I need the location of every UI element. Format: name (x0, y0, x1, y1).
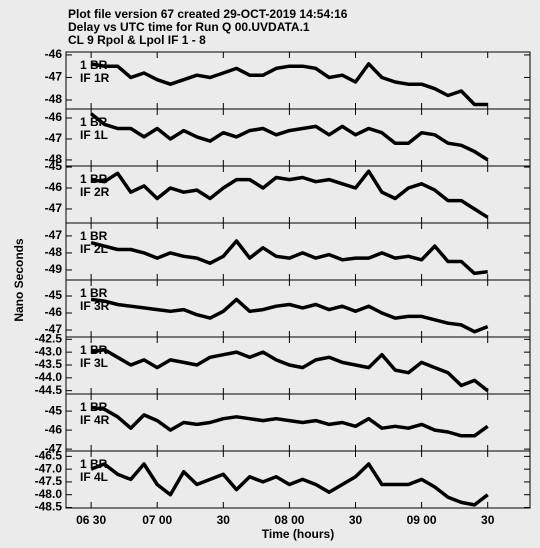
header-line: Plot file version 67 created 29-OCT-2019… (68, 7, 348, 21)
y-tick-label: -47 (45, 131, 63, 145)
y-tick-label: -44.5 (35, 383, 63, 397)
y-tick-label: -44.0 (35, 370, 63, 384)
data-line (90, 462, 489, 507)
header-line: CL 9 Rpol & Lpol IF 1 - 8 (68, 33, 206, 47)
x-tick-label: 30 (217, 513, 231, 527)
data-line (90, 112, 489, 162)
y-tick-label: -47 (45, 228, 63, 242)
y-tick-label: -43.5 (35, 357, 63, 371)
panel-label: IF 1R (80, 71, 110, 85)
panel-label: IF 1L (80, 128, 108, 142)
panel-frame (65, 165, 531, 224)
x-tick-label: 06 30 (76, 513, 106, 527)
y-tick-label: -46 (45, 47, 63, 61)
y-tick-label: -48.5 (35, 500, 63, 514)
y-tick-label: -47 (45, 322, 63, 336)
panel-station: 1 BR (80, 229, 108, 243)
data-line (90, 405, 489, 438)
panel-label: IF 3R (80, 299, 110, 313)
data-line (90, 62, 488, 107)
y-tick-label: -43.0 (35, 344, 63, 358)
y-tick-label: -47 (45, 70, 63, 84)
panel-label: IF 3L (80, 356, 108, 370)
y-tick-label: -45 (45, 403, 63, 417)
y-tick-label: -48 (45, 92, 63, 106)
x-tick-label: 08 00 (274, 513, 304, 527)
y-tick-label: -46 (45, 180, 63, 194)
y-tick-label: -47.5 (35, 474, 63, 488)
data-line (90, 239, 488, 276)
data-line (90, 347, 489, 393)
panel-label: IF 2R (80, 185, 110, 199)
panel-frame (65, 51, 531, 110)
panel-station: 1 BR (80, 286, 108, 300)
y-tick-label: -48 (45, 152, 63, 166)
panel-frame (65, 108, 531, 167)
data-line (90, 297, 489, 334)
y-tick-label: -42.5 (35, 331, 63, 345)
x-tick-label: 09 00 (407, 513, 437, 527)
y-tick-label: -48 (45, 245, 63, 259)
panel-station: 1 BR (80, 115, 108, 129)
y-tick-label: -46 (45, 422, 63, 436)
x-tick-label: 07 00 (142, 513, 172, 527)
y-tick-label: -47 (45, 441, 63, 455)
y-tick-label: -45 (45, 288, 63, 302)
y-tick-label: -47.0 (35, 461, 63, 475)
y-tick-label: -45 (45, 159, 63, 173)
panel-frame (65, 450, 531, 509)
y-tick-label: -49 (45, 262, 63, 276)
x-axis-label: Time (hours) (262, 527, 334, 541)
y-tick-label: -48.0 (35, 487, 63, 501)
y-tick-label: -46 (45, 110, 63, 124)
y-tick-label: -46 (45, 305, 63, 319)
panel-label: IF 4R (80, 413, 110, 427)
y-axis-label: Nano Seconds (12, 238, 26, 322)
x-tick-label: 30 (481, 513, 495, 527)
data-line (90, 169, 489, 219)
header-line: Delay vs UTC time for Run Q 00.UVDATA.1 (68, 20, 310, 34)
panel-station: 1 BR (80, 457, 108, 471)
y-tick-label: -46.5 (35, 449, 63, 463)
x-tick-label: 30 (349, 513, 363, 527)
panel-label: IF 4L (80, 470, 108, 484)
y-tick-label: -47 (45, 201, 63, 215)
